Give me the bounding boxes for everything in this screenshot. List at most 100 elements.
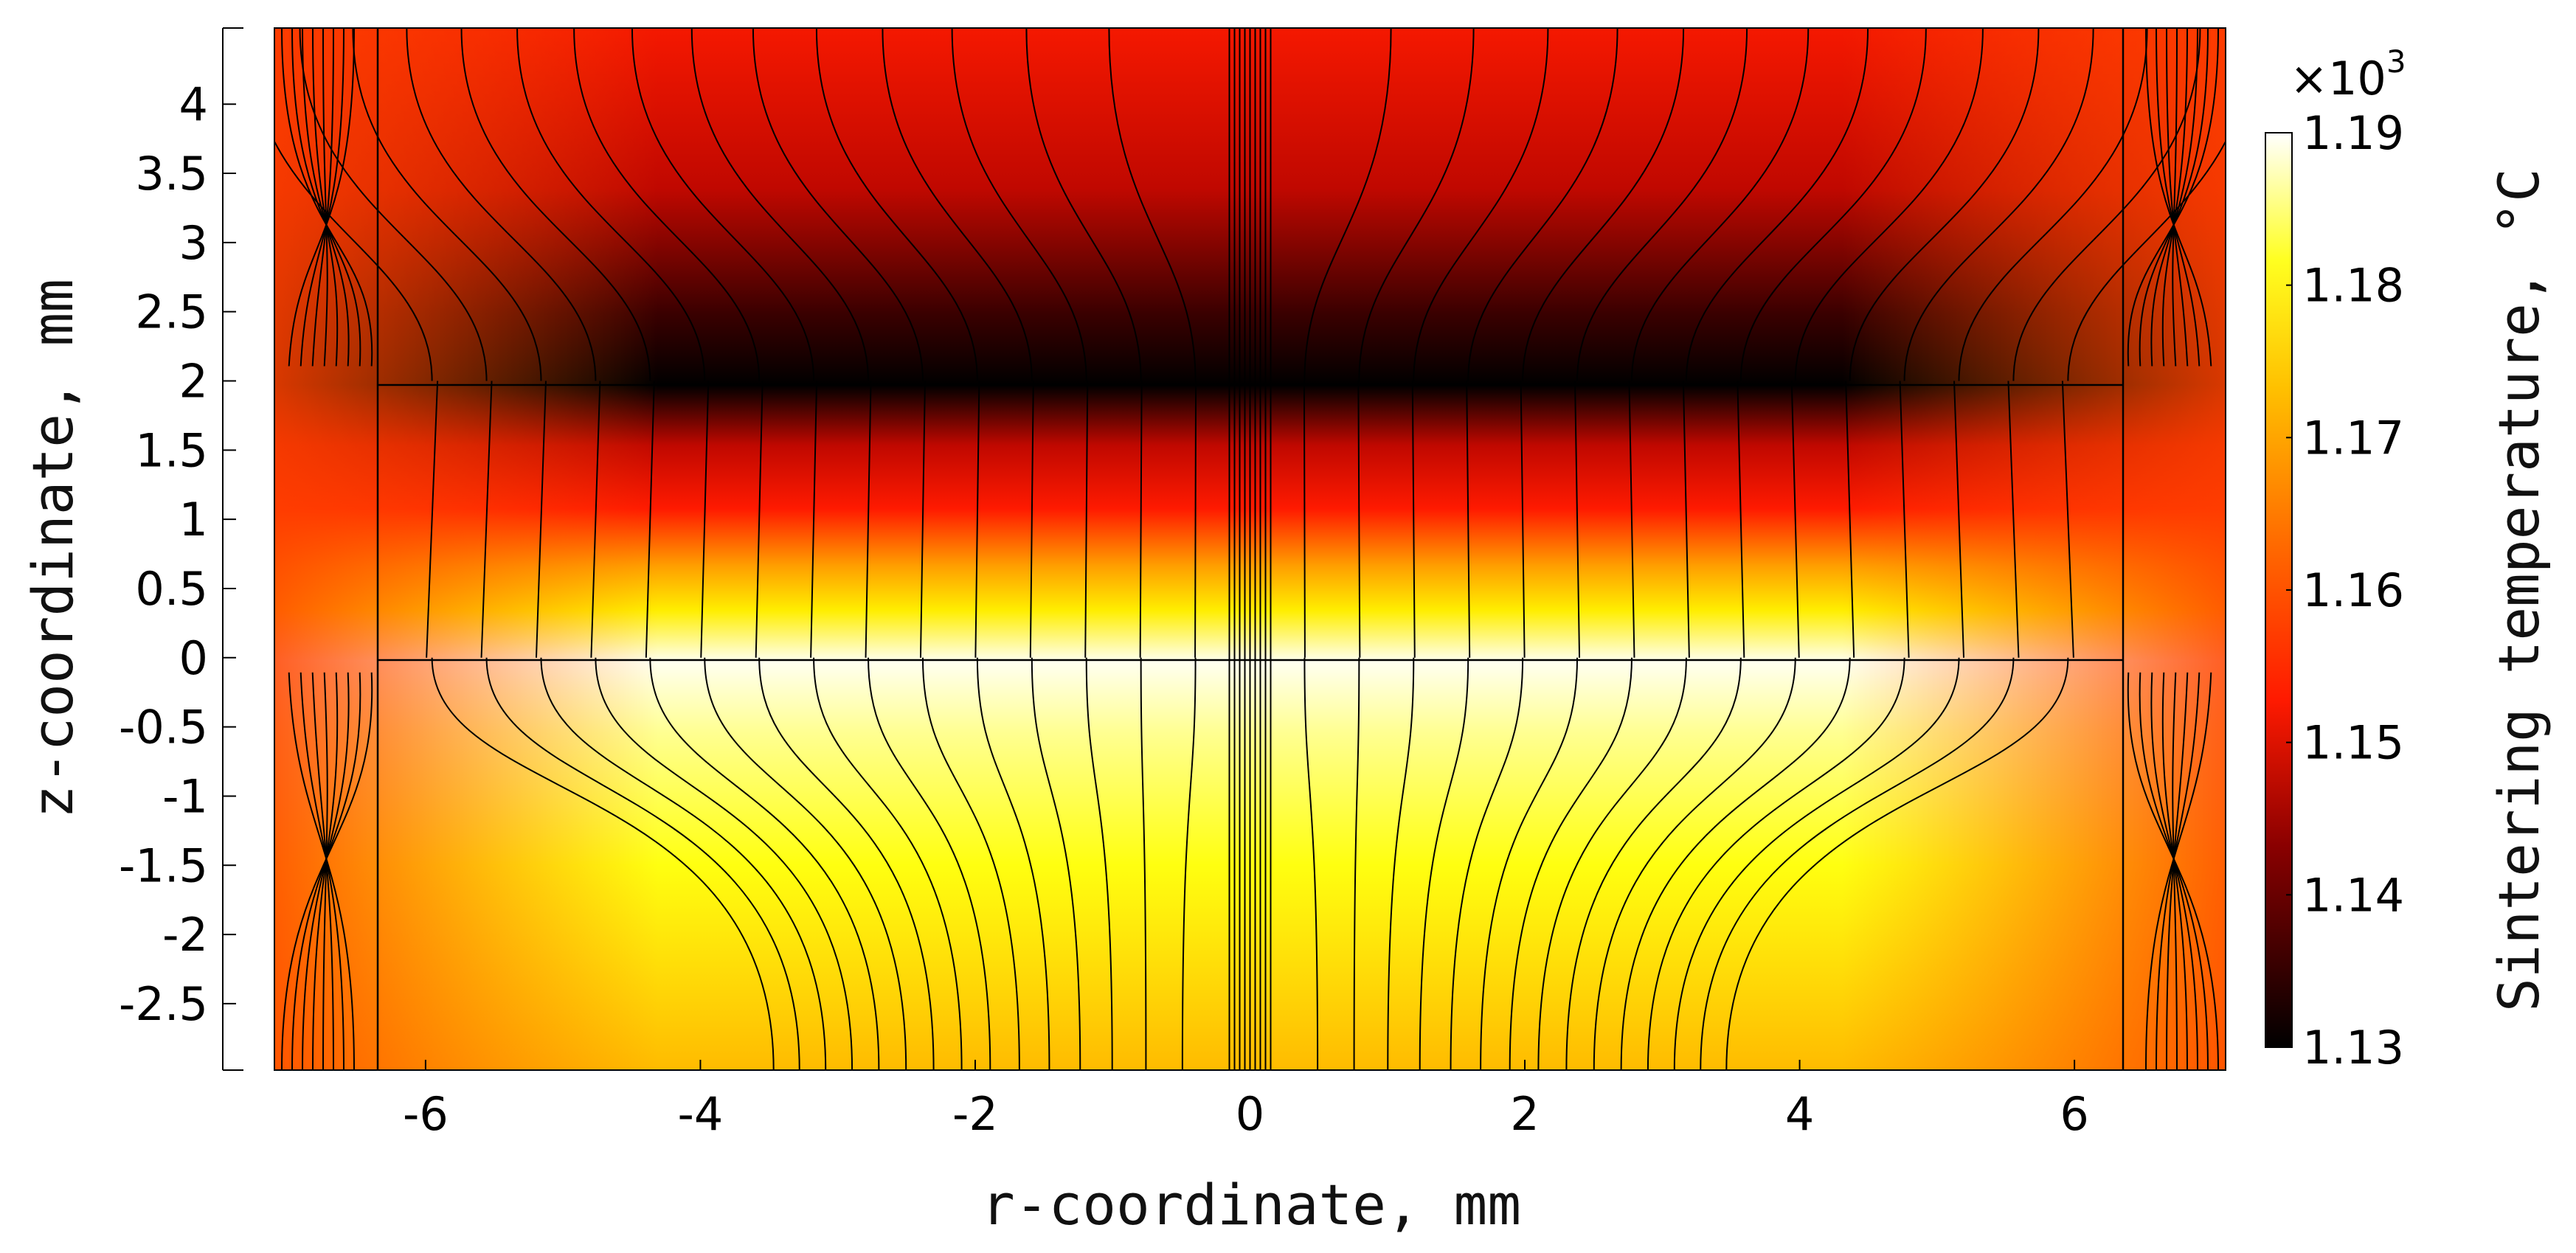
streamline: [815, 28, 978, 381]
streamline: [1565, 657, 1742, 1070]
streamline: [1303, 28, 1392, 381]
streamline: [1194, 381, 1197, 658]
y-tick-label: 4: [179, 77, 208, 131]
streamline: [2145, 672, 2212, 1070]
streamline: [288, 672, 355, 1070]
x-tick-label: -4: [678, 1087, 724, 1141]
streamline: [1466, 381, 1471, 658]
y-axis-title: z-coordinate, mm: [20, 279, 86, 819]
streamline: [1509, 657, 1632, 1070]
streamline: [322, 672, 328, 1070]
streamline: [1790, 381, 1800, 658]
streamline: [312, 28, 339, 367]
streamline: [590, 381, 601, 658]
colorbar-tick-label: 1.19: [2302, 106, 2404, 160]
x-tick-label: 0: [1236, 1087, 1264, 1141]
x-tick-label: 2: [1510, 1087, 1539, 1141]
streamline: [1673, 657, 1960, 1070]
x-axis-title: r-coordinate, mm: [981, 1172, 1521, 1238]
streamline: [868, 657, 991, 1070]
streamline: [700, 381, 710, 658]
streamline: [1387, 657, 1415, 1070]
streamline: [2161, 672, 2188, 1070]
y-tick-label: 2.5: [135, 285, 208, 339]
streamline: [1630, 28, 1810, 381]
streamline: [1031, 657, 1081, 1070]
streamline: [1628, 381, 1635, 658]
streamline: [431, 657, 775, 1070]
streamline: [704, 657, 907, 1070]
y-tick-label: 3: [179, 216, 208, 270]
y-tick-label: 2: [179, 355, 208, 409]
streamline: [2145, 28, 2212, 367]
streamline: [1700, 657, 2015, 1070]
colorbar-tick-label: 1.18: [2302, 259, 2404, 313]
streamline: [649, 657, 880, 1070]
field-right-edge: [1842, 28, 2226, 1070]
streamline: [1413, 28, 1549, 381]
streamline: [1682, 381, 1690, 658]
streamline: [1849, 28, 2040, 381]
colorbar-tick-label: 1.16: [2302, 563, 2404, 617]
streamline: [322, 28, 328, 367]
streamline: [1725, 657, 2069, 1070]
y-ticks: 4 3.5 3 2.5 2 1.5 1 0.5 0 -0.5 -1 -1.5 -2 -2.5: [119, 77, 236, 1031]
streamline: [2061, 381, 2074, 658]
x-tick-label: 4: [1785, 1087, 1814, 1141]
streamline: [755, 381, 764, 658]
streamline: [274, 139, 433, 381]
streamline: [976, 657, 1050, 1070]
streamline: [1411, 381, 1416, 658]
x-tick-label: -6: [403, 1087, 449, 1141]
streamlines: [274, 28, 2226, 1070]
streamline: [752, 28, 924, 381]
streamline: [1467, 28, 1618, 381]
streamline: [1522, 28, 1685, 381]
streamline: [919, 381, 926, 658]
streamline: [1140, 657, 1147, 1070]
streamline: [406, 28, 597, 381]
y-tick-label: 3.5: [135, 147, 208, 201]
streamline: [516, 28, 706, 381]
streamline: [1737, 381, 1745, 658]
colorbar-multiplier: ×103: [2290, 44, 2406, 105]
streamline: [311, 672, 334, 1070]
x-tick-label: 6: [2060, 1087, 2088, 1141]
y-tick-label: 0: [179, 631, 208, 685]
streamline: [460, 28, 651, 381]
streamline: [1303, 381, 1306, 658]
streamline: [690, 28, 870, 381]
streamline: [480, 381, 493, 658]
colorbar-tick-label: 1.14: [2302, 868, 2404, 922]
streamline: [645, 381, 655, 658]
streamline: [813, 657, 963, 1070]
streamline: [1903, 28, 2094, 381]
streamline: [2166, 672, 2189, 1070]
streamline: [1593, 657, 1796, 1070]
y-tick-label: 1.5: [135, 423, 208, 477]
streamline: [535, 381, 547, 658]
streamline: [1419, 657, 1469, 1070]
streamline: [1537, 657, 1687, 1070]
streamline: [921, 657, 1020, 1070]
streamline: [882, 28, 1033, 381]
streamline: [299, 28, 488, 381]
streamline: [1181, 657, 1197, 1070]
streamline: [1574, 381, 1581, 658]
y-tick-label: 0.5: [135, 562, 208, 616]
streamline: [2067, 139, 2226, 381]
streamline: [1480, 657, 1579, 1070]
colorbar-title: Sintering temperature, °C: [2486, 168, 2552, 1012]
y-tick-label: -1.5: [119, 839, 208, 892]
streamline: [1084, 381, 1089, 658]
streamline: [758, 657, 935, 1070]
streamline: [1576, 28, 1748, 381]
streamline: [2172, 28, 2178, 367]
streamline: [540, 657, 827, 1070]
streamline: [1029, 381, 1034, 658]
streamline: [631, 28, 815, 381]
colorbar: 1.19 1.18 1.17 1.16 1.15 1.14 1.13 ×103 Sinter…: [2265, 44, 2552, 1075]
streamline: [1108, 28, 1197, 381]
colorbar-ticks: 1.19 1.18 1.17 1.16 1.15 1.14 1.13: [2286, 106, 2404, 1075]
